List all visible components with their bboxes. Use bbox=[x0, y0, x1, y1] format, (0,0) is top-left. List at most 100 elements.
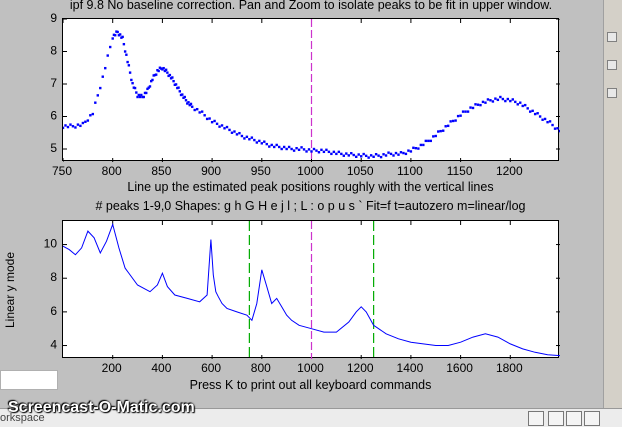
data-point bbox=[187, 101, 190, 104]
data-point bbox=[147, 86, 150, 89]
data-point bbox=[486, 98, 490, 101]
data-point bbox=[112, 33, 116, 37]
data-point bbox=[300, 146, 303, 149]
data-point bbox=[159, 67, 163, 70]
data-point bbox=[223, 127, 226, 130]
data-point bbox=[451, 119, 455, 123]
workspace-panel[interactable] bbox=[0, 370, 58, 390]
data-point bbox=[163, 69, 167, 73]
data-point bbox=[285, 147, 288, 151]
data-point bbox=[101, 75, 104, 78]
data-point bbox=[76, 123, 80, 126]
scroll-button[interactable] bbox=[607, 60, 617, 70]
data-point bbox=[191, 105, 194, 108]
data-point bbox=[541, 118, 544, 121]
data-point bbox=[79, 124, 82, 128]
data-point bbox=[181, 93, 184, 96]
x-tick-label: 800 bbox=[102, 164, 122, 178]
data-point bbox=[432, 135, 435, 138]
data-point bbox=[167, 74, 170, 78]
data-series-line bbox=[63, 222, 560, 357]
data-point bbox=[255, 141, 259, 144]
data-point bbox=[553, 127, 557, 130]
data-point bbox=[524, 103, 527, 107]
y-tick-label: 5 bbox=[50, 141, 57, 155]
data-point bbox=[243, 137, 246, 140]
data-point bbox=[364, 154, 368, 158]
data-point bbox=[162, 66, 165, 70]
data-point bbox=[310, 150, 313, 153]
window-control-button[interactable] bbox=[566, 411, 582, 426]
data-point bbox=[533, 112, 537, 116]
data-point bbox=[275, 143, 278, 147]
window-control-button[interactable] bbox=[528, 411, 544, 426]
data-point bbox=[397, 153, 400, 156]
data-point bbox=[195, 107, 199, 111]
workspace-label: orkspace bbox=[0, 412, 45, 424]
scroll-button[interactable] bbox=[607, 88, 617, 98]
data-point bbox=[137, 93, 140, 97]
data-point bbox=[434, 134, 437, 138]
data-point bbox=[106, 54, 109, 57]
data-point bbox=[174, 83, 178, 86]
data-point bbox=[481, 100, 485, 104]
data-point bbox=[506, 97, 510, 101]
data-point bbox=[240, 134, 244, 138]
data-point bbox=[126, 60, 129, 64]
data-point bbox=[499, 95, 502, 99]
data-point bbox=[496, 98, 500, 102]
data-point bbox=[551, 123, 554, 127]
data-point bbox=[399, 151, 403, 154]
data-point bbox=[210, 120, 214, 124]
data-point bbox=[558, 129, 560, 133]
upper-plot-xlabel: Line up the estimated peak positions rou… bbox=[127, 180, 494, 194]
data-point bbox=[389, 152, 393, 156]
data-point bbox=[330, 152, 333, 156]
data-point bbox=[136, 95, 139, 99]
data-point bbox=[69, 123, 72, 126]
data-point bbox=[439, 129, 442, 133]
right-scroll-strip[interactable] bbox=[603, 0, 622, 410]
data-point bbox=[188, 103, 191, 107]
data-point bbox=[263, 140, 266, 143]
data-point bbox=[521, 104, 524, 108]
data-point bbox=[419, 143, 423, 147]
data-point bbox=[494, 97, 497, 100]
data-point bbox=[115, 30, 118, 33]
data-point bbox=[484, 101, 487, 104]
data-point bbox=[189, 102, 193, 106]
data-point bbox=[125, 53, 128, 56]
upper-plot-axes[interactable] bbox=[62, 18, 560, 162]
data-point bbox=[446, 124, 450, 128]
data-point bbox=[548, 120, 552, 123]
data-point bbox=[109, 45, 112, 49]
x-tick-label: 1050 bbox=[347, 164, 374, 178]
data-point bbox=[437, 130, 440, 133]
data-point bbox=[516, 103, 519, 106]
data-point bbox=[99, 86, 102, 90]
lower-plot-svg bbox=[63, 221, 560, 359]
data-point bbox=[138, 95, 142, 99]
data-point bbox=[355, 155, 358, 158]
data-point bbox=[158, 66, 162, 69]
data-point bbox=[228, 128, 231, 132]
x-tick-label: 1200 bbox=[496, 164, 523, 178]
window-title: ipf 9.8 No baseline correction. Pan and … bbox=[69, 0, 553, 12]
data-point bbox=[456, 114, 460, 118]
data-point bbox=[178, 90, 181, 93]
lower-plot-axes[interactable] bbox=[62, 220, 560, 359]
data-point bbox=[220, 124, 224, 127]
scroll-up-button[interactable] bbox=[607, 32, 617, 42]
window-control-button[interactable] bbox=[548, 411, 564, 426]
data-point bbox=[186, 102, 189, 105]
data-point bbox=[161, 68, 164, 71]
data-point bbox=[245, 135, 249, 139]
data-point bbox=[132, 86, 136, 89]
data-point bbox=[471, 106, 475, 110]
data-point bbox=[509, 99, 512, 103]
data-point bbox=[407, 149, 410, 152]
data-point bbox=[377, 154, 380, 157]
data-point bbox=[459, 114, 462, 117]
data-point bbox=[250, 136, 254, 139]
window-control-button[interactable] bbox=[584, 411, 600, 426]
